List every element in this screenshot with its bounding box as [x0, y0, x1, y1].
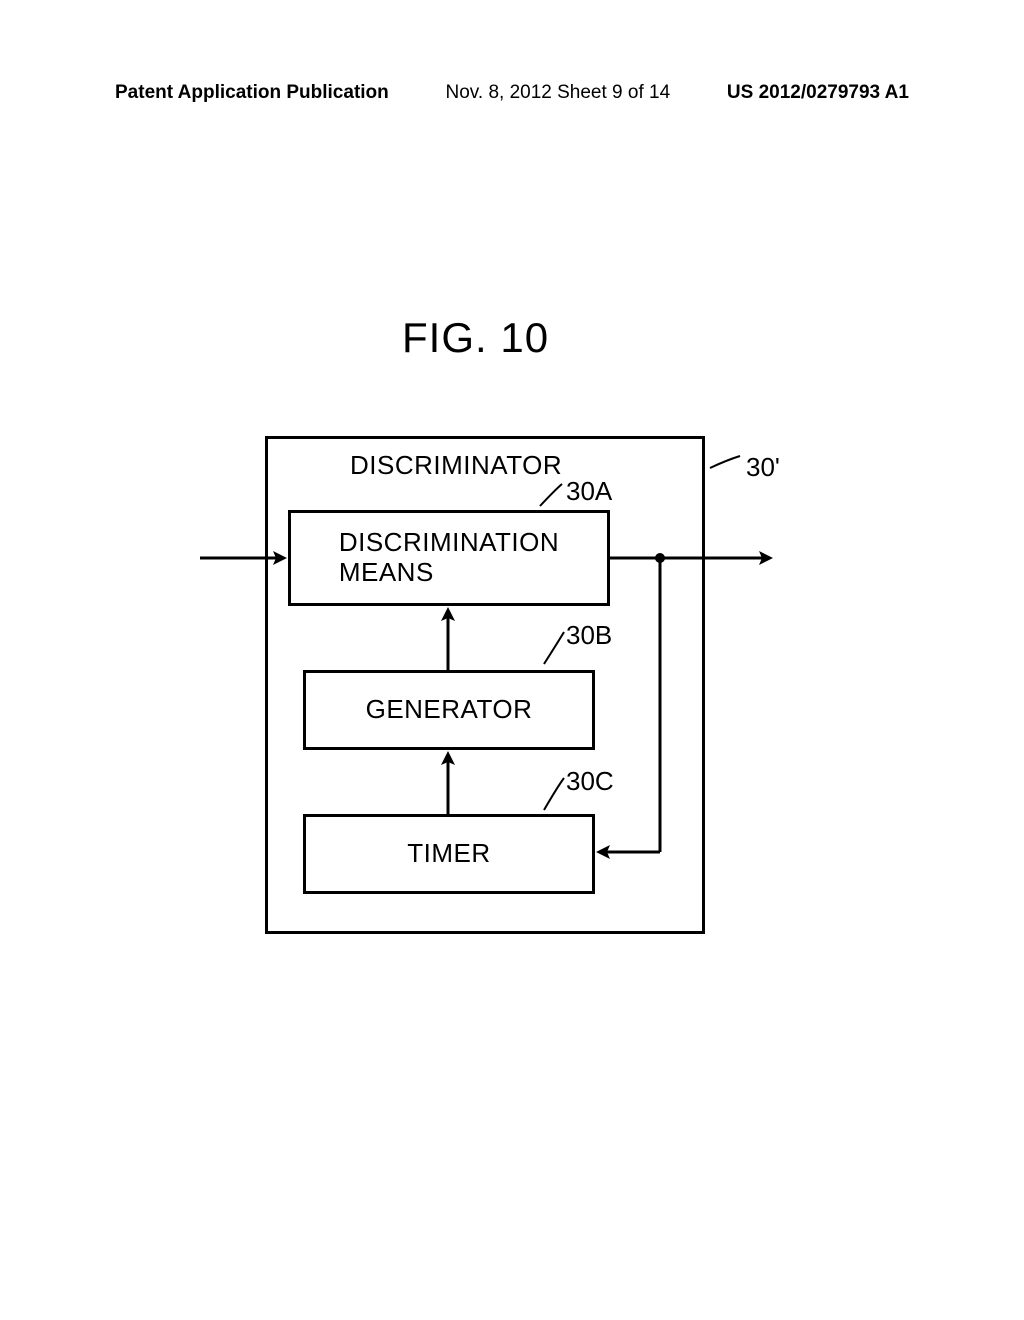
figure-title: FIG. 10 — [402, 314, 549, 362]
timer-box: TIMER — [303, 814, 595, 894]
figure-diagram: FIG. 10 DISCRIMINATOR 30' DISCRIMINATION… — [0, 0, 1024, 1320]
discrimination-means-label: DISCRIMINATIONMEANS — [339, 528, 559, 588]
timer-label: TIMER — [407, 839, 490, 869]
discrimination-means-box: DISCRIMINATIONMEANS — [288, 510, 610, 606]
generator-box: GENERATOR — [303, 670, 595, 750]
generator-label: GENERATOR — [366, 695, 533, 725]
discriminator-ref-label: 30' — [746, 452, 780, 483]
generator-ref: 30B — [566, 620, 612, 651]
discrimination-means-ref: 30A — [566, 476, 612, 507]
discriminator-title: DISCRIMINATOR — [350, 450, 562, 481]
timer-ref: 30C — [566, 766, 614, 797]
